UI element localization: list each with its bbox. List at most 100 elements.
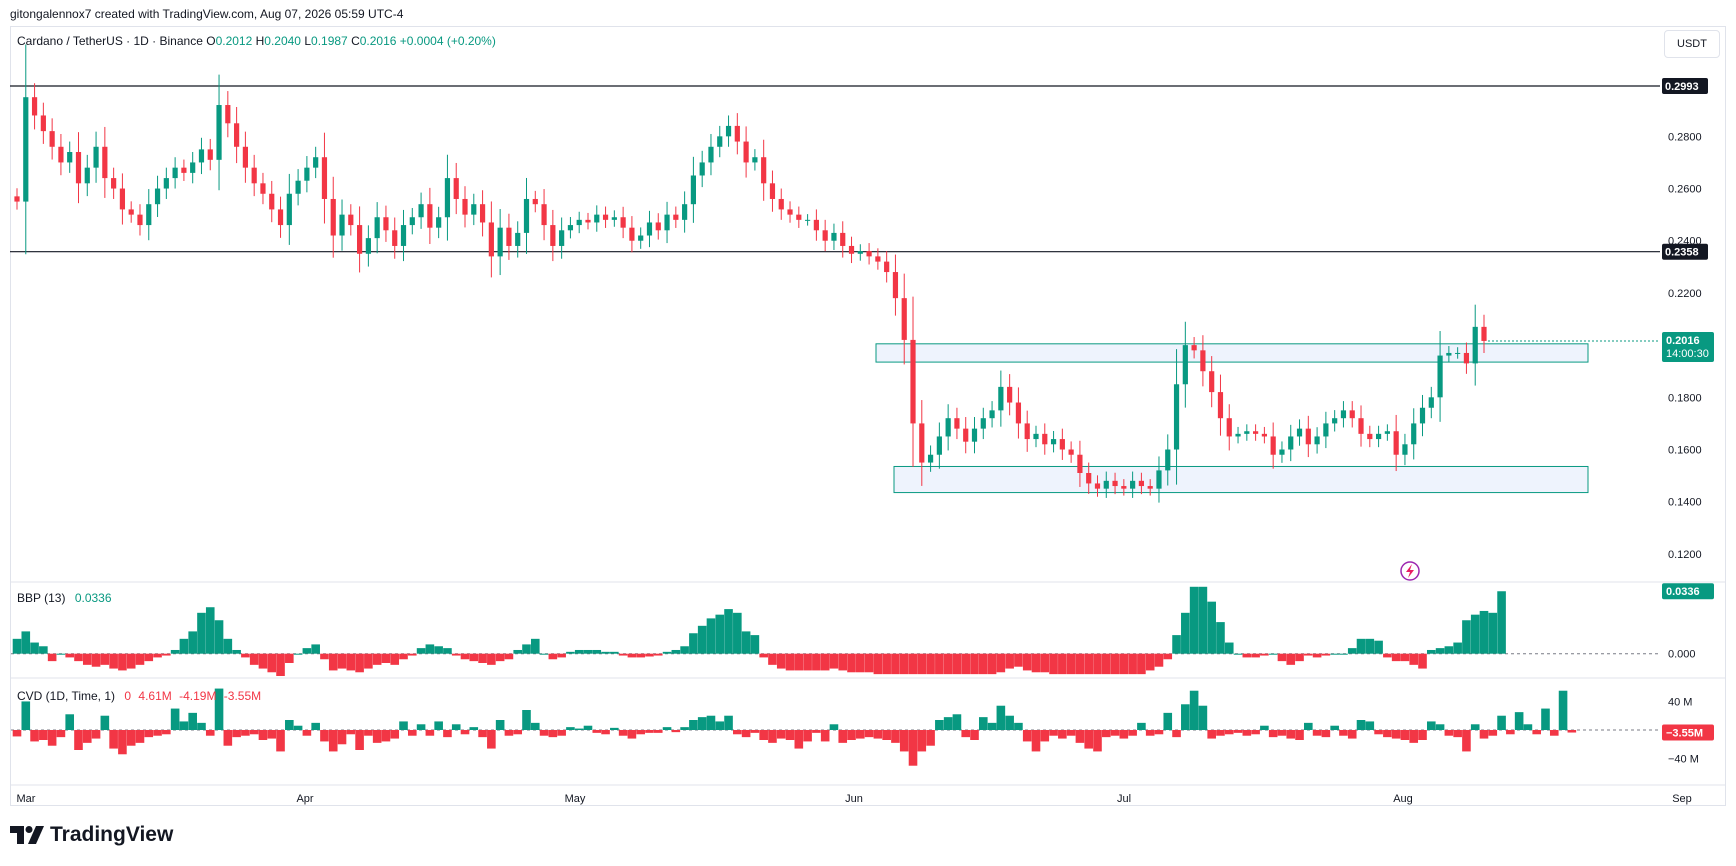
level-tag (1662, 77, 1708, 94)
cvd-bar (109, 730, 118, 749)
bbp-bar (1426, 649, 1436, 654)
cvd-bar (1189, 690, 1199, 730)
candle-body (699, 162, 705, 176)
cvd-bar (1154, 730, 1164, 735)
cvd-bar (74, 730, 83, 750)
candle-body (1375, 433, 1382, 440)
cvd-bar (917, 730, 927, 752)
candle-body (1112, 480, 1118, 487)
cvd-bar (697, 717, 707, 730)
cvd-bar (1216, 730, 1225, 736)
cvd-bar (162, 730, 171, 735)
candle-body (778, 198, 784, 210)
currency-button[interactable]: USDT (1664, 30, 1720, 58)
bbp-bar (566, 651, 575, 654)
cvd-bar (1181, 704, 1190, 730)
bbp-bar (803, 653, 812, 671)
cvd-bar (776, 730, 786, 739)
bbp-bar (1251, 653, 1260, 658)
bbp-bar (214, 620, 224, 654)
bbp-bar (188, 631, 197, 654)
candle-body (804, 219, 811, 221)
bbp-bar (1154, 653, 1164, 667)
cvd-bar (1260, 725, 1269, 730)
bbp-bar (311, 644, 320, 654)
cvd-bar (847, 730, 856, 740)
cvd-bar (1304, 722, 1313, 730)
candle-body (339, 214, 345, 236)
cvd-bar (1014, 722, 1023, 730)
cvd-bar (1251, 730, 1260, 735)
cvd-bar (1409, 730, 1419, 743)
cvd-name[interactable]: CVD (1D, Time, 1) (17, 689, 116, 703)
bbp-bar (1216, 622, 1225, 654)
bbp-bar (917, 653, 927, 675)
candle-body (1305, 428, 1311, 445)
bbp-bar (530, 638, 540, 654)
cvd-bar (838, 730, 848, 743)
cvd-bar (1084, 730, 1094, 749)
candle-body (1288, 436, 1294, 450)
bbp-bar (768, 653, 777, 665)
cvd-bar (1119, 730, 1129, 739)
candle-body (734, 125, 740, 142)
tradingview-logo[interactable]: TradingView (10, 823, 173, 847)
candle-body (927, 454, 934, 463)
bbp-legend: BBP (13) 0.0336 (17, 591, 112, 605)
candle-body (664, 214, 670, 231)
bbp-bar (47, 653, 57, 662)
bbp-bar (943, 653, 953, 675)
candle-body (963, 428, 969, 442)
bbp-bar (1198, 586, 1208, 654)
cvd-bar (1383, 730, 1392, 738)
cvd-bar (952, 714, 962, 730)
symbol-name[interactable]: Cardano / TetherUS · 1D · Binance (17, 34, 203, 48)
bbp-bar (1110, 653, 1120, 675)
cvd-bar (856, 730, 865, 739)
attribution: gitongalennox7 created with TradingView.… (10, 7, 404, 21)
bbp-bar (785, 653, 795, 671)
bbp-bar (65, 653, 75, 658)
cvd-bar (566, 727, 575, 730)
candle-body (506, 227, 512, 246)
bbp-bar (697, 625, 707, 654)
tradingview-logo-icon (10, 826, 44, 844)
alert-icon-bolt (1406, 564, 1414, 578)
cvd-bar (1066, 730, 1076, 736)
bbp-bar (952, 653, 962, 675)
candle-body (1042, 433, 1048, 445)
bbp-bar (355, 653, 364, 673)
candle-body (427, 204, 433, 228)
candle-body (234, 123, 240, 147)
bbp-name[interactable]: BBP (13) (17, 591, 66, 605)
bbp-bar (1365, 638, 1375, 654)
candle-body (541, 204, 547, 226)
candle-body (111, 178, 117, 189)
cvd-bar (1172, 730, 1181, 738)
bbp-bar (689, 633, 698, 654)
bbp-bar (1224, 642, 1234, 654)
candle-body (1015, 402, 1022, 424)
cvd-bar (1365, 721, 1375, 730)
candle-body (242, 146, 248, 168)
candle-body (1103, 480, 1109, 489)
cvd-bar (935, 720, 944, 730)
cvd-bar (223, 730, 233, 746)
cvd-bar (197, 722, 206, 730)
cvd-bar (12, 730, 22, 737)
bbp-bar (1233, 653, 1243, 655)
cvd-bar (30, 730, 39, 742)
y-tick-label: 0.1600 (1668, 445, 1702, 457)
cvd-bar (759, 730, 768, 740)
cvd-open: 0 (124, 689, 132, 703)
bbp-bar (961, 653, 971, 675)
cvd-bar (1295, 730, 1304, 740)
cvd-bar (970, 730, 979, 740)
candle-body (348, 214, 354, 226)
candle-body (392, 230, 398, 246)
candle-body (1244, 431, 1250, 434)
cvd-bar (1567, 730, 1577, 733)
candle-body (313, 157, 319, 168)
bbp-bar (759, 653, 768, 658)
